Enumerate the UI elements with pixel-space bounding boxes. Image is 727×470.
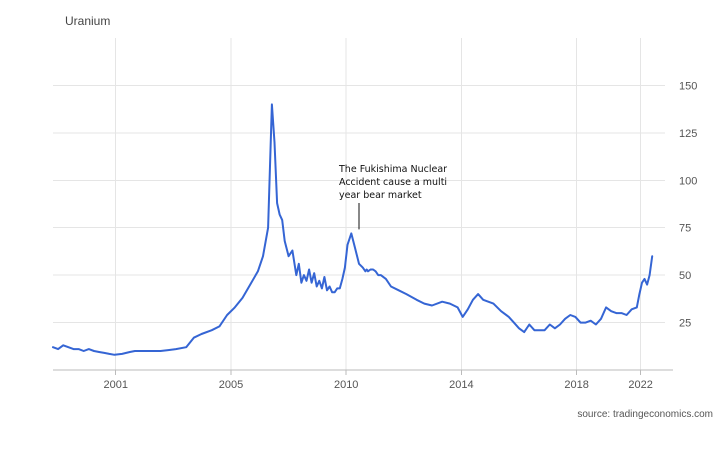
y-tick-label-125: 125 xyxy=(679,128,697,140)
annotation-text-line-1: The Fukishima Nuclear xyxy=(338,164,447,175)
y-tick-label-75: 75 xyxy=(679,223,691,235)
x-tick-label-0: 2001 xyxy=(103,379,127,391)
series-layer xyxy=(52,103,654,356)
x-axis-ticks: 2001 2005 2010 2014 2018 2022 xyxy=(103,370,653,391)
x-tick-label-3: 2014 xyxy=(449,379,473,391)
x-tick-label-1: 2005 xyxy=(219,379,243,391)
y-tick-label-50: 50 xyxy=(679,270,691,282)
annotation-text: The Fukishima Nuclear Accident cause a m… xyxy=(338,164,450,201)
x-tick-label-2: 2010 xyxy=(334,379,358,391)
y-tick-label-25: 25 xyxy=(679,318,691,330)
source-label: source: tradingeconomics.com xyxy=(577,409,713,420)
y-tick-label-150: 150 xyxy=(679,80,697,92)
y-tick-label-100: 100 xyxy=(679,175,697,187)
annotation-text-line-3: year bear market xyxy=(339,190,422,201)
uranium-price-line xyxy=(52,103,654,356)
annotation-text-line-2: Accident cause a multi xyxy=(339,177,447,188)
gridlines xyxy=(53,38,665,370)
x-tick-label-5: 2022 xyxy=(628,379,652,391)
y-axis-ticks: 25 50 75 100 125 150 xyxy=(679,80,697,329)
chart-title: Uranium xyxy=(65,14,110,28)
fukushima-annotation: The Fukishima Nuclear Accident cause a m… xyxy=(338,164,450,230)
x-tick-label-4: 2018 xyxy=(564,379,588,391)
